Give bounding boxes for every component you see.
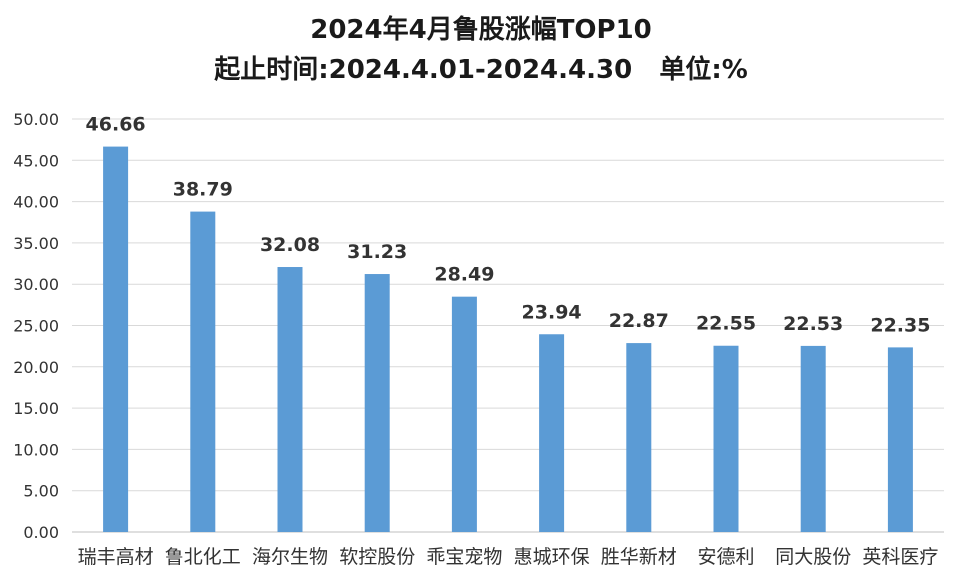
y-tick-label: 35.00 <box>13 234 59 253</box>
bars <box>103 146 913 533</box>
x-category-label: 同大股份 <box>775 546 851 568</box>
bar <box>626 343 652 532</box>
x-category-label: 鲁北化工 <box>165 546 241 568</box>
x-category-label: 瑞丰高材 <box>78 546 154 568</box>
y-tick-label: 10.00 <box>13 440 59 459</box>
bar <box>713 345 739 532</box>
bar <box>190 211 216 532</box>
data-label: 22.53 <box>783 313 843 335</box>
data-label: 22.35 <box>870 314 930 336</box>
chart-title: 2024年4月鲁股涨幅TOP10 <box>310 14 652 45</box>
bar <box>364 274 390 532</box>
x-category-label: 乖宝宠物 <box>426 546 502 568</box>
bar <box>887 347 913 532</box>
bar <box>800 345 826 532</box>
data-label: 28.49 <box>434 264 494 286</box>
gridlines <box>72 118 944 533</box>
bar <box>277 267 303 532</box>
x-category-label: 胜华新材 <box>601 546 677 568</box>
y-tick-label: 20.00 <box>13 358 59 377</box>
y-tick-label: 15.00 <box>13 399 59 418</box>
y-tick-label: 50.00 <box>13 110 59 129</box>
y-axis-ticks: 0.00 5.00 10.00 15.00 20.00 25.00 30.00 35.00 40… <box>13 110 59 542</box>
data-label: 46.66 <box>86 114 146 136</box>
data-label: 22.55 <box>696 313 756 335</box>
chart-subtitle: 起止时间:2024.4.01-2024.4.30 单位:% <box>214 54 748 85</box>
x-category-label: 海尔生物 <box>252 546 328 568</box>
x-category-label: 英科医疗 <box>862 546 938 568</box>
y-tick-label: 5.00 <box>23 482 59 501</box>
y-tick-label: 30.00 <box>13 275 59 294</box>
data-labels: 46.66 38.79 32.08 31.23 28.49 23.94 22.87 22.55… <box>86 114 931 337</box>
y-tick-label: 40.00 <box>13 193 59 212</box>
bar <box>451 296 477 532</box>
y-tick-label: 0.00 <box>23 523 59 542</box>
y-tick-label: 45.00 <box>13 151 59 170</box>
x-category-label: 安德利 <box>697 546 754 568</box>
data-label: 31.23 <box>347 241 407 263</box>
bar <box>539 334 565 532</box>
data-label: 23.94 <box>522 301 582 323</box>
data-label: 32.08 <box>260 234 320 256</box>
data-label: 22.87 <box>609 310 669 332</box>
data-label: 38.79 <box>173 179 233 201</box>
x-axis-categories: 瑞丰高材 鲁北化工 海尔生物 软控股份 乖宝宠物 惠城环保 胜华新材 安德利 同大股份 英科医疗 <box>78 546 939 568</box>
bar <box>103 146 129 533</box>
y-tick-label: 25.00 <box>13 317 59 336</box>
x-category-label: 软控股份 <box>339 546 415 568</box>
x-category-label: 惠城环保 <box>514 546 590 568</box>
